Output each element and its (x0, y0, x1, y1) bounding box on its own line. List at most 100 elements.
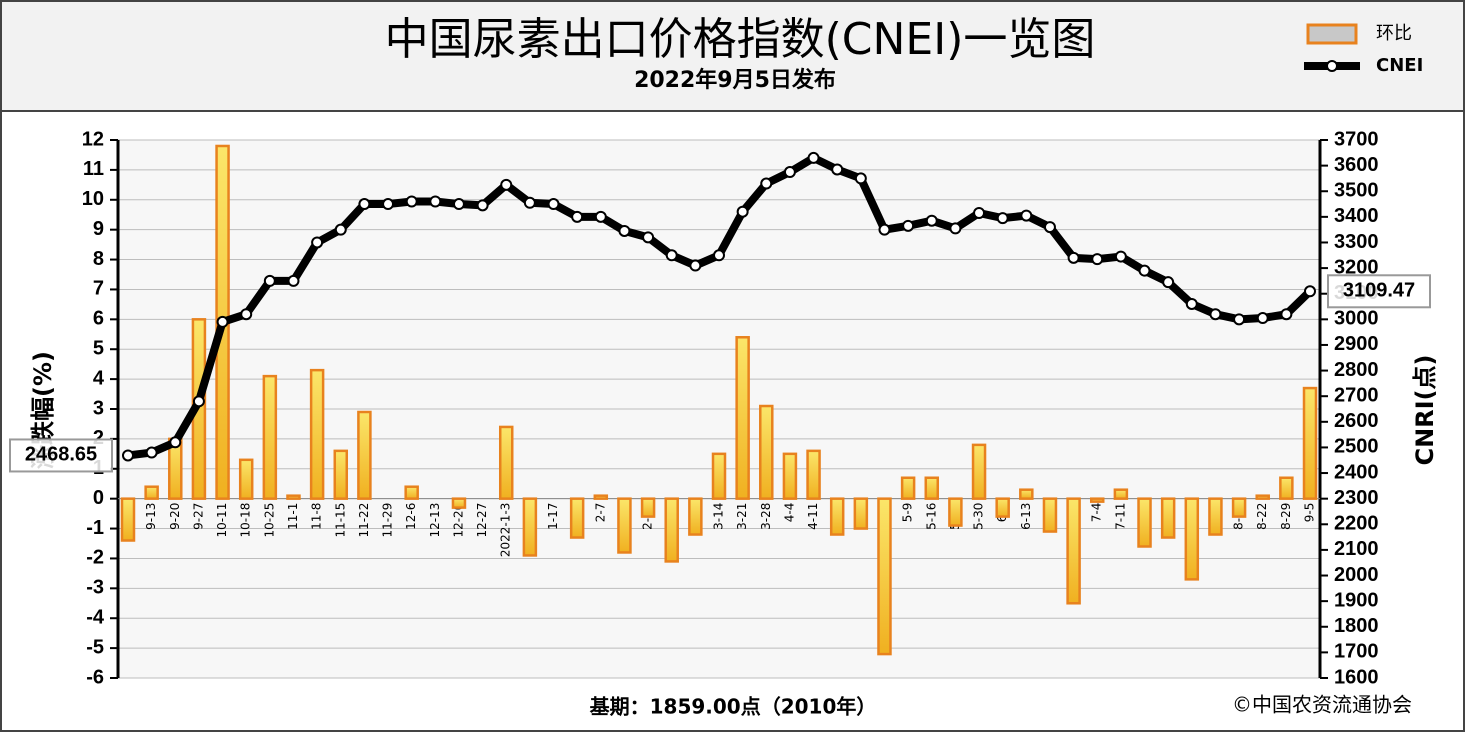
bar (286, 494, 301, 500)
bar (593, 494, 609, 500)
y2-tick-label: 1700 (1334, 641, 1379, 663)
bar (664, 497, 679, 563)
chart-title: 中国尿素出口价格指数(CNEI)一览图 (385, 14, 1096, 65)
line-marker (831, 163, 844, 176)
line-marker (1043, 221, 1056, 234)
x-tick-label: 8-22 (1255, 503, 1269, 530)
y2-tick-label: 2500 (1334, 436, 1379, 458)
line-marker (500, 178, 513, 191)
line-marker (760, 177, 773, 190)
line-marker (736, 205, 749, 218)
line-marker (642, 231, 655, 244)
bar (144, 485, 159, 500)
x-tick-label: 12-20 (451, 503, 465, 538)
bar (522, 497, 538, 557)
line-marker (783, 166, 796, 179)
bar (1137, 497, 1152, 548)
line-marker (1020, 209, 1033, 222)
y2-tick-label: 2700 (1334, 384, 1379, 406)
bar (640, 497, 656, 518)
x-tick-label: 5-9 (901, 503, 915, 523)
line-marker (713, 249, 725, 262)
y2-tick-label: 1900 (1334, 589, 1379, 611)
value-label-box (1327, 274, 1431, 309)
x-tick-label: 5-16 (924, 503, 938, 530)
y-tick-label: 4 (93, 367, 105, 389)
bar (688, 497, 703, 536)
y2-tick-label: 3500 (1334, 180, 1379, 202)
legend-marker (1326, 60, 1338, 72)
y2-tick-label: 1800 (1334, 615, 1379, 637)
bar (1042, 497, 1058, 533)
line-marker (169, 436, 182, 449)
y-tick-label: 12 (82, 128, 104, 150)
legend-label: 环比 (1376, 23, 1412, 44)
x-tick-label: 9-27 (191, 503, 205, 530)
x-tick-label: 4-11 (806, 503, 820, 530)
y-tick-label: 2 (93, 427, 104, 449)
bar (1066, 497, 1081, 605)
x-tick-label: 11-22 (357, 503, 371, 538)
legend-swatch (1306, 23, 1358, 45)
value-label: 2468.65 (25, 444, 97, 466)
line-marker (122, 449, 134, 462)
y-tick-label: -6 (86, 666, 104, 688)
line-marker (949, 222, 962, 235)
x-tick-label: 3-21 (735, 503, 749, 530)
line-marker (1256, 312, 1269, 325)
bar (924, 476, 940, 500)
x-tick-label: 12-6 (404, 503, 418, 530)
line-marker (665, 249, 678, 262)
line-marker (405, 195, 418, 208)
bar (1279, 476, 1294, 500)
x-tick-label: 4-4 (782, 503, 796, 523)
line-marker (287, 274, 300, 287)
y-tick-label: -4 (86, 607, 105, 629)
y-tick-label: 10 (82, 188, 104, 210)
base-note: 基期：1859.00点（2010年） (590, 695, 877, 719)
y2-tick-label: 2800 (1334, 359, 1379, 381)
bar (357, 410, 372, 500)
x-tick-label: 1-17 (546, 503, 560, 530)
bar (759, 404, 774, 500)
line-marker (1162, 276, 1175, 289)
bar (900, 476, 916, 500)
y2-tick-label: 2900 (1334, 333, 1379, 355)
y2-tick-label: 3600 (1334, 154, 1379, 176)
x-tick-label: 12-27 (475, 503, 489, 538)
x-tick-label: 8-29 (1279, 503, 1293, 530)
x-tick-label: 12-13 (428, 503, 442, 538)
y2-tick-label: 2300 (1334, 487, 1379, 509)
line-marker (1304, 285, 1316, 298)
y-tick-label: 5 (93, 338, 104, 360)
legend-label: CNEI (1376, 55, 1423, 76)
x-tick-label: 10-18 (239, 503, 253, 538)
x-tick-label: 10-11 (215, 503, 229, 538)
value-label-box (9, 438, 113, 473)
bar (1160, 497, 1176, 539)
line-marker (263, 274, 276, 287)
line-marker (1209, 308, 1222, 321)
line-marker (145, 446, 158, 459)
x-tick-label: 9-5 (1303, 503, 1317, 523)
bar (1113, 488, 1129, 500)
x-tick-label: 2-7 (593, 503, 607, 523)
line-marker (925, 214, 938, 227)
line-marker (452, 198, 465, 211)
bar (877, 497, 892, 656)
bar (829, 497, 845, 536)
line-marker (1233, 313, 1246, 326)
y2-tick-label: 2200 (1334, 513, 1379, 535)
y2-tick-label: 2100 (1334, 538, 1379, 560)
y2-tick-label: 3400 (1334, 205, 1379, 227)
line-marker (902, 219, 915, 232)
y-tick-label: -2 (86, 547, 104, 569)
y2-axis-title: CNRI(点) (1411, 354, 1439, 465)
line-marker (240, 308, 253, 321)
x-tick-label: 11-1 (286, 503, 300, 530)
bar (238, 458, 254, 500)
line-marker (878, 223, 891, 236)
bar (735, 336, 750, 500)
bar (995, 497, 1010, 518)
